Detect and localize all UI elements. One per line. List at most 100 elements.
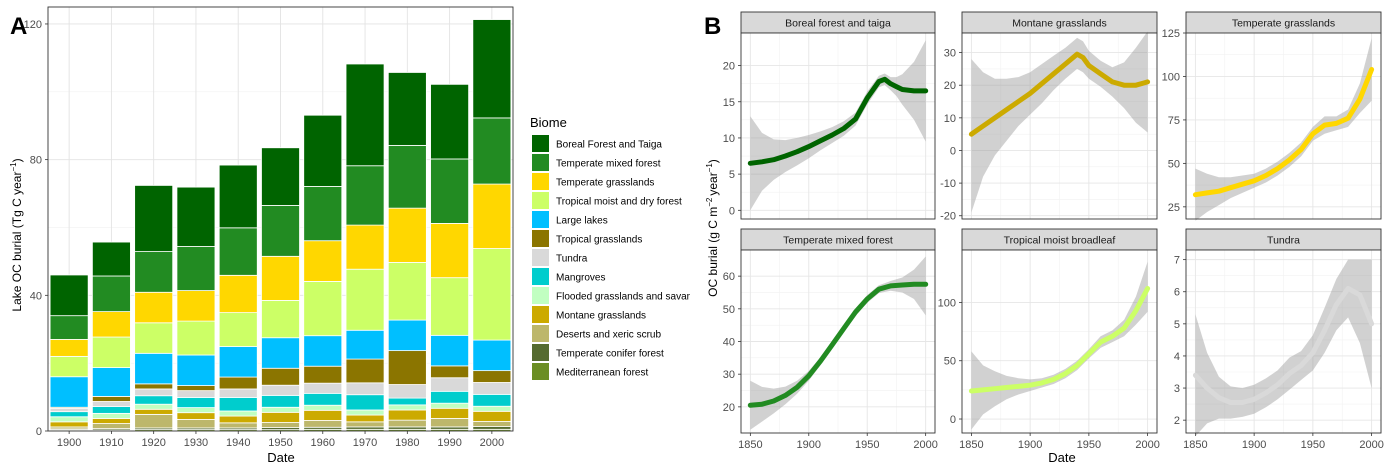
facet-border: [961, 32, 1158, 220]
panel-b-y-label-main: OC burial (g C m: [706, 207, 720, 297]
bar-segment-flooded-grasslands-and-savanna: [134, 403, 174, 410]
bar-segment-flooded-grasslands-and-savanna: [218, 410, 258, 417]
bar-segment-temperate-conifer-forest: [472, 426, 512, 430]
bar-segment-tropical-moist-and-dry-forest: [176, 320, 216, 356]
bar-segment-tundra: [472, 382, 512, 395]
bar-segment-montane-grasslands: [176, 412, 216, 420]
bar-segment-large-lakes: [345, 329, 385, 360]
y-tick-label: 100: [938, 297, 956, 309]
bar-segment-temperate-mixed-forest: [345, 165, 385, 226]
bar-segment-boreal-forest-and-taiga: [176, 186, 216, 247]
legend-swatch-large-lakes: [532, 211, 549, 228]
y-tick-label: 80: [30, 155, 42, 167]
bar-segment-tropical-grasslands: [91, 396, 131, 402]
bar-segment-montane-grasslands: [91, 418, 131, 424]
facet-temperate-mixed-forest: Temperate mixed forest 20 30 40 50 60 1850 1900…: [723, 228, 938, 451]
bar-segment-temperate-grasslands: [49, 339, 89, 357]
facet-border: [1185, 32, 1382, 220]
bar-segment-mangroves: [218, 397, 258, 412]
legend-swatch-mangroves: [532, 268, 549, 285]
bar-segment-temperate-grasslands: [134, 291, 174, 324]
y-tick-label: 4: [1174, 351, 1180, 363]
bar-segment-deserts-and-xeric-scrub: [430, 418, 470, 428]
bar-segment-montane-grasslands: [218, 415, 258, 424]
x-tick-label: 1930: [184, 437, 208, 449]
y-tick-label: 3: [1174, 383, 1180, 395]
bar-segment-tropical-moist-and-dry-forest: [134, 322, 174, 354]
bar-segment-tropical-moist-and-dry-forest: [345, 268, 385, 331]
legend-swatch-temperate-mixed-forest: [532, 154, 549, 171]
legend-label-mediterranean-forest: Mediterranean forest: [556, 368, 648, 379]
bar-segment-flooded-grasslands-and-savanna: [303, 404, 343, 411]
x-tick-label: 1900: [1018, 439, 1042, 451]
legend-swatch-temperate-grasslands: [532, 173, 549, 190]
bar-segment-tropical-moist-and-dry-forest: [303, 281, 343, 337]
y-tick-label: 0: [950, 414, 956, 426]
panel-a-x-axis-label: Date: [267, 450, 294, 465]
facet-tropical-moist-broadleaf: Tropical moist broadleaf 0 50 100 1850 1900 19…: [938, 228, 1160, 451]
bar-segment-flooded-grasslands-and-savanna: [91, 412, 131, 419]
facet-boreal-forest-and-taiga: Boreal forest and taiga 0 5 10 15 20: [723, 11, 936, 220]
bar-segment-temperate-grasslands: [218, 274, 258, 314]
bar-segment-temperate-grasslands: [430, 223, 470, 279]
bar-segment-deserts-and-xeric-scrub: [472, 421, 512, 427]
facet-title: Tropical moist broadleaf: [1004, 235, 1116, 247]
x-tick-label: 1900: [797, 439, 821, 451]
smooth-line-temperate-grasslands: [1192, 67, 1375, 198]
legend-label-deserts-and-xeric-scrub: Deserts and xeric scrub: [556, 330, 661, 341]
panel-a-legend: Biome Boreal Forest and Taiga Temperate m…: [530, 115, 690, 380]
legend-label-montane-grasslands: Montane grasslands: [556, 311, 646, 322]
confidence-band: [1195, 259, 1372, 437]
bar-segment-mangroves: [387, 397, 427, 406]
y-tick-label: 20: [723, 402, 735, 414]
bar-segment-montane-grasslands: [345, 414, 385, 423]
y-tick-label: 100: [1162, 71, 1180, 83]
bar-segment-tropical-moist-and-dry-forest: [49, 355, 89, 378]
bar-segment-boreal-forest-and-taiga: [345, 63, 385, 167]
y-tick-label: -10: [940, 178, 956, 190]
bar-segment-tropical-grasslands: [387, 350, 427, 385]
bar-segment-flooded-grasslands-and-savanna: [387, 404, 427, 411]
y-tick-label: 10: [944, 113, 956, 125]
legend-label-tropical-moist-and-dry-forest: Tropical moist and dry forest: [556, 197, 682, 208]
x-tick-label: 1850: [1183, 439, 1207, 451]
bar-segment-montane-grasslands: [430, 407, 470, 419]
y-tick-label: 50: [944, 356, 956, 368]
y-tick-label: 125: [1162, 28, 1180, 40]
facet-border: [740, 32, 936, 220]
facet-border: [740, 249, 936, 434]
x-tick-label: 1910: [99, 437, 123, 449]
bar-segment-montane-grasslands: [49, 421, 89, 428]
bar-segment-tropical-grasslands: [345, 358, 385, 384]
panel-b-letter: B: [704, 13, 721, 40]
legend-swatch-boreal-forest-and-taiga: [532, 135, 549, 152]
legend-swatch-flooded-grasslands-and-savanna: [532, 287, 549, 304]
bar-segment-deserts-and-xeric-scrub: [218, 422, 258, 429]
bar-segment-mangroves: [134, 395, 174, 405]
legend-label-mangroves: Mangroves: [556, 273, 605, 284]
legend-swatch-tropical-moist-and-dry-forest: [532, 192, 549, 209]
x-tick-label: 1850: [959, 439, 983, 451]
y-tick-label: 0: [36, 426, 42, 438]
bar-segment-temperate-mixed-forest: [261, 205, 300, 257]
bar-segment-flooded-grasslands-and-savanna: [472, 405, 512, 412]
y-tick-label: 0: [729, 205, 735, 217]
bar-segment-tundra: [345, 382, 385, 396]
facet-title: Montane grasslands: [1012, 18, 1107, 30]
smooth-line-temperate-mixed-forest: [747, 281, 929, 408]
y-tick-label: 2: [1174, 415, 1180, 427]
x-tick-label: 2000: [480, 437, 504, 449]
bar-segment-temperate-mixed-forest: [218, 227, 258, 276]
panel-a-plot-border: [47, 6, 514, 432]
bar-segment-mangroves: [472, 393, 512, 407]
panel-a-letter: A: [10, 13, 27, 40]
bar-segment-flooded-grasslands-and-savanna: [345, 409, 385, 416]
bar-segment-deserts-and-xeric-scrub: [91, 423, 131, 430]
bar-segment-tundra: [430, 377, 470, 392]
bar-segment-flooded-grasslands-and-savanna: [261, 406, 300, 413]
legend-title: Biome: [530, 115, 567, 130]
bar-segment-temperate-grasslands: [91, 311, 131, 338]
y-tick-label: 40: [723, 337, 735, 349]
y-tick-label: 10: [723, 133, 735, 145]
bar-segment-large-lakes: [387, 319, 427, 352]
